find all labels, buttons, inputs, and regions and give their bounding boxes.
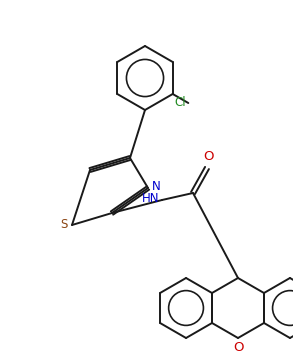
Text: Cl: Cl xyxy=(175,97,186,110)
Text: O: O xyxy=(203,150,213,163)
Text: S: S xyxy=(61,219,68,232)
Text: O: O xyxy=(234,341,244,354)
Text: N: N xyxy=(152,180,161,193)
Text: HN: HN xyxy=(142,192,159,205)
